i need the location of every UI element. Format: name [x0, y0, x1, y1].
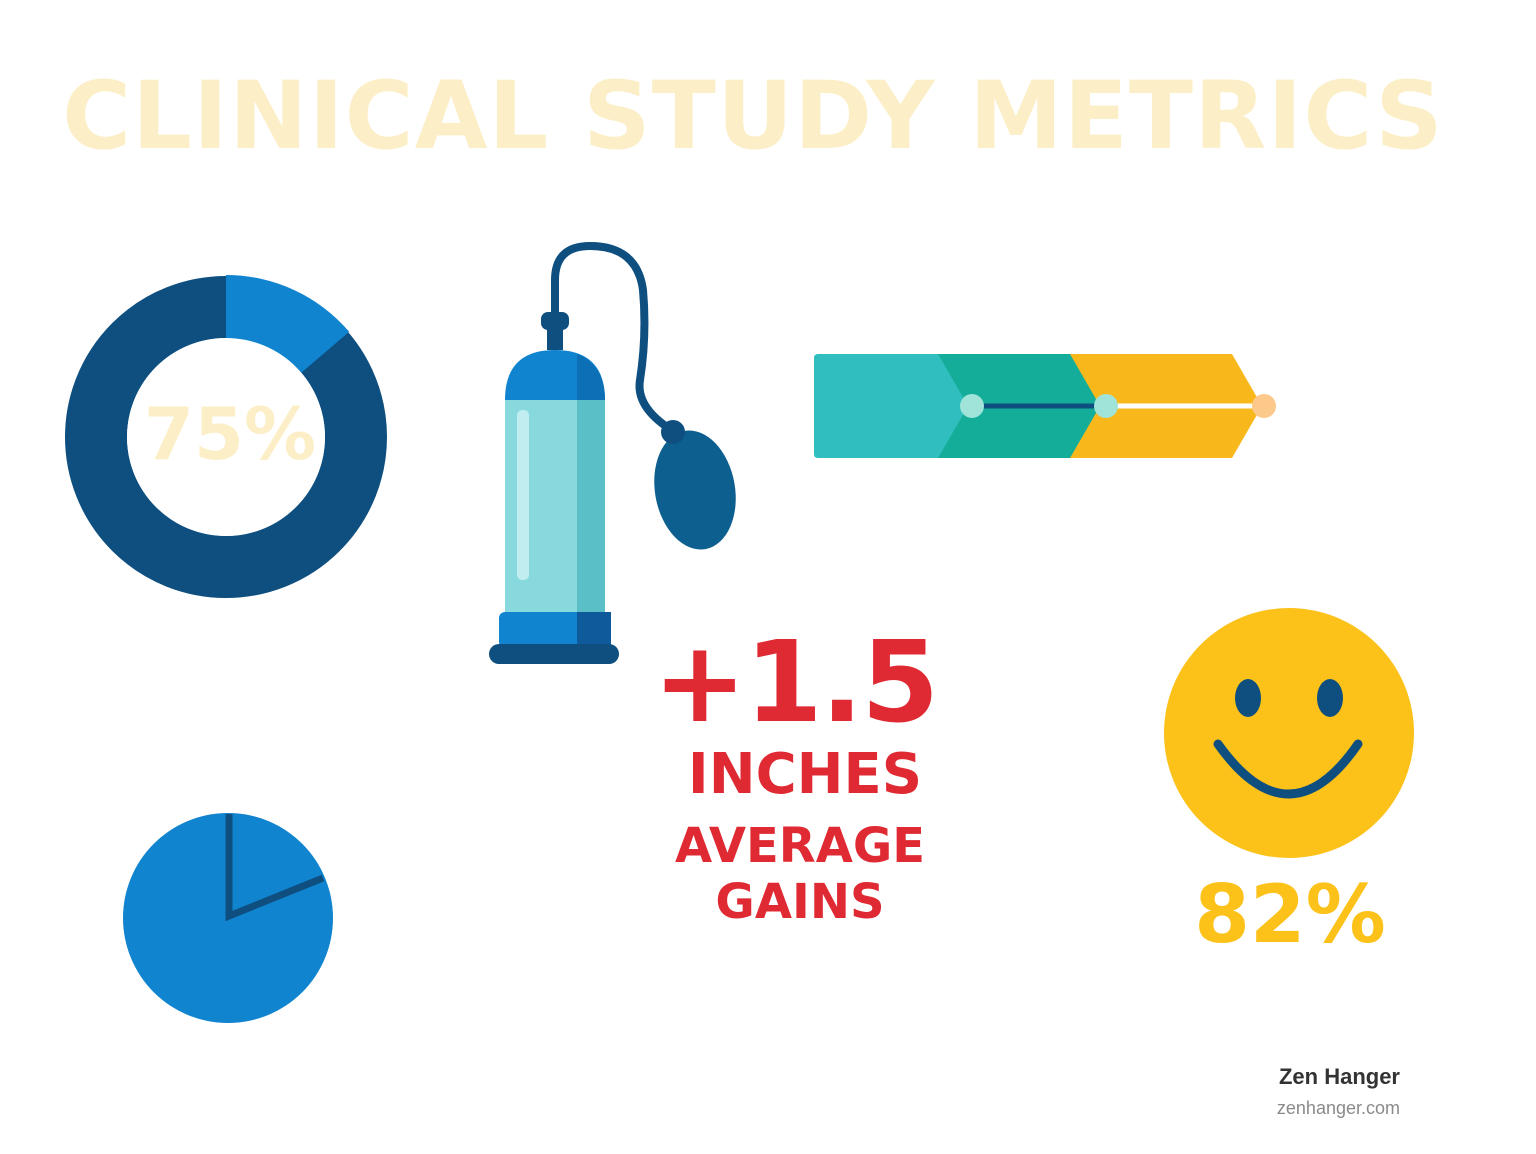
gain-desc-line1: AVERAGE — [674, 818, 926, 874]
pie-divider — [225, 814, 325, 922]
pump-base-shade — [577, 612, 611, 648]
pump-cylinder-shade — [577, 400, 605, 615]
gain-desc-line2: GAINS — [715, 874, 885, 930]
faint-text-left — [175, 630, 335, 700]
gain-unit: INCHES — [687, 742, 923, 807]
smiley-mouth — [1213, 739, 1363, 799]
satisfaction-percentage: 82% — [1194, 868, 1386, 961]
pie-chart-icon — [123, 813, 333, 1023]
brand-name: Zen Hanger — [1278, 1064, 1400, 1089]
pump-hose — [551, 241, 684, 439]
arrow-node-2 — [1094, 394, 1118, 418]
pump-bulb — [654, 430, 736, 550]
arrow-segment-teal — [814, 354, 972, 458]
donut-chart-icon — [65, 275, 387, 598]
pump-foot — [489, 644, 619, 664]
smiley-face-icon — [1164, 608, 1414, 858]
pump-highlight — [517, 410, 529, 580]
gain-description: AVERAGE GAINS — [640, 818, 960, 930]
arrow-node-3 — [1252, 394, 1276, 418]
pump-bulb-tip — [661, 420, 685, 444]
gain-value: +1.5 — [652, 618, 939, 748]
pump-neck — [547, 328, 563, 350]
arrow-node-1 — [960, 394, 984, 418]
pump-connector — [541, 312, 569, 330]
donut-hole — [127, 338, 325, 536]
pump-dome-shade — [577, 354, 605, 410]
vacuum-pump-icon — [489, 241, 736, 664]
smiley-right-eye — [1317, 679, 1343, 717]
smiley-left-eye — [1235, 679, 1261, 717]
donut-percentage: 75% — [143, 392, 317, 476]
progress-arrow-icon — [814, 354, 1276, 458]
smiley-face — [1164, 608, 1414, 858]
brand-url: zenhanger.com — [1276, 1098, 1400, 1118]
page-title: CLINICAL STUDY METRICS — [62, 62, 1444, 171]
